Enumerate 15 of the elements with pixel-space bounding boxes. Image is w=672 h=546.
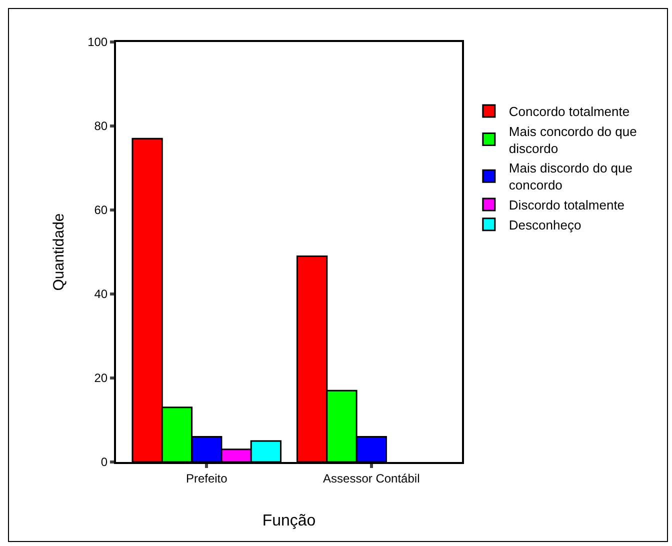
y-tick-label: 80 (94, 119, 108, 134)
y-tick-label: 100 (88, 35, 108, 50)
legend-label: Mais concordo do que discordo (508, 124, 637, 156)
legend-label: Desconheço (508, 217, 582, 232)
y-tick-label: 40 (94, 287, 108, 302)
x-axis-title: Função (262, 512, 316, 530)
x-tick-label: Prefeito (186, 471, 228, 486)
x-tick-label: Assessor Contábil (323, 471, 420, 486)
y-tick-label: 0 (100, 455, 108, 470)
y-tick-label: 60 (94, 203, 108, 218)
legend-label: Concordo totalmente (508, 104, 630, 120)
legend-label: Mais discordo do que concordo (508, 160, 632, 193)
y-tick-label: 20 (94, 371, 108, 386)
y-axis-title: Quantidade (50, 213, 68, 291)
legend-label: Discordo totalmente (508, 198, 625, 213)
